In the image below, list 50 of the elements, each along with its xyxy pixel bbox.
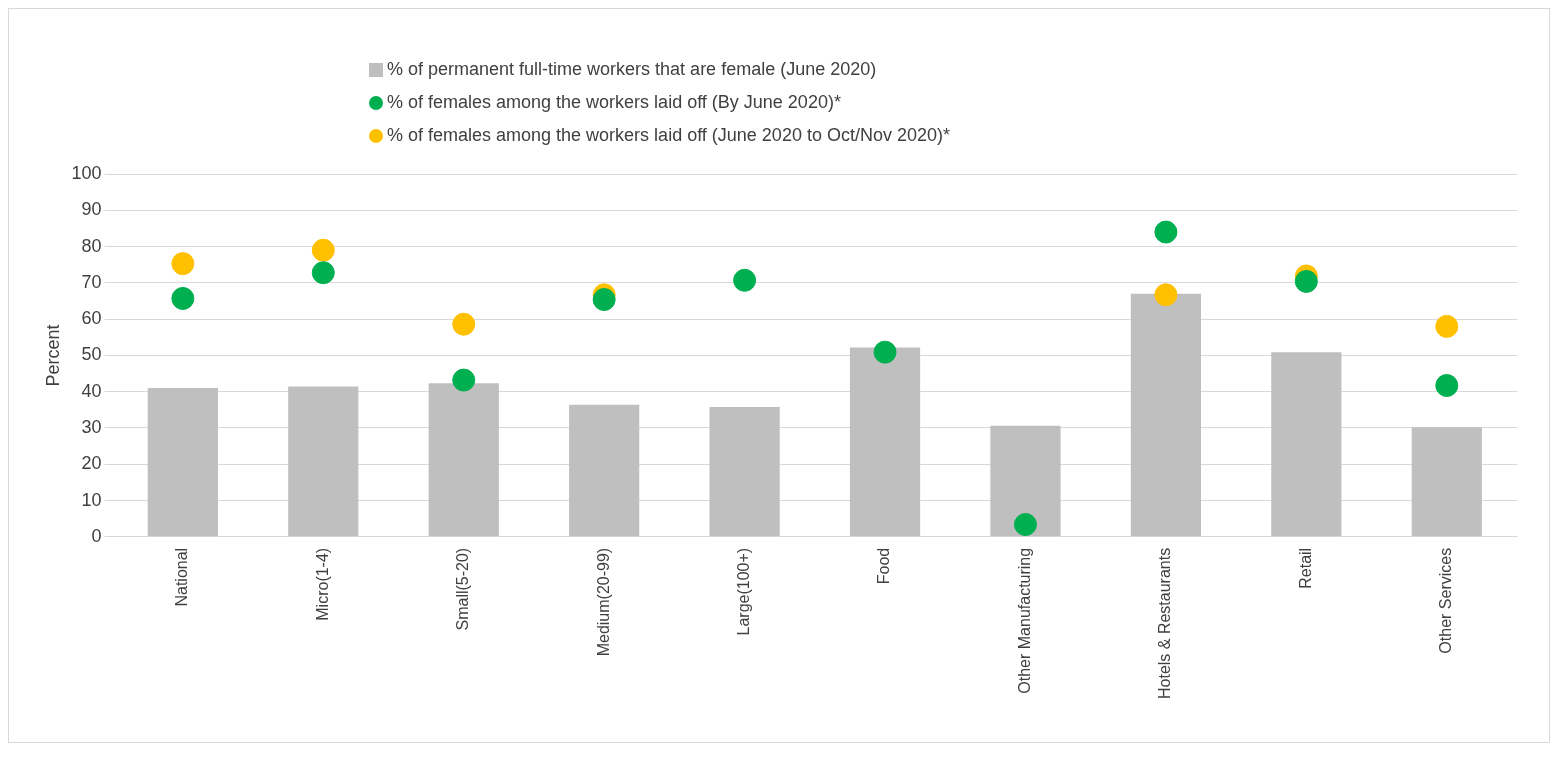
x-tick-label: Micro(1-4) bbox=[313, 547, 331, 621]
bar bbox=[147, 388, 218, 537]
point bbox=[452, 312, 476, 336]
x-tick-label: Food bbox=[875, 547, 893, 585]
y-tick-label: 90 bbox=[81, 199, 102, 220]
point bbox=[733, 268, 757, 292]
y-tick-label: 60 bbox=[81, 308, 102, 329]
y-tick-label: 80 bbox=[81, 235, 102, 256]
point bbox=[1013, 512, 1037, 536]
bar bbox=[569, 404, 640, 537]
point bbox=[171, 252, 195, 276]
bar bbox=[849, 347, 921, 537]
point bbox=[873, 340, 897, 364]
point bbox=[311, 261, 335, 285]
bar bbox=[709, 406, 780, 537]
x-tick-label: Medium(20-99) bbox=[594, 547, 612, 657]
x-tick-label: Other Manufacturing bbox=[1015, 547, 1033, 694]
bar bbox=[990, 425, 1061, 537]
x-tick-label: Small(5-20) bbox=[454, 547, 472, 631]
y-tick-label: 40 bbox=[81, 380, 102, 401]
y-tick-label: 70 bbox=[81, 271, 102, 292]
point bbox=[1435, 314, 1459, 338]
point bbox=[592, 288, 616, 312]
x-tick-label: National bbox=[173, 547, 191, 607]
bar bbox=[1130, 293, 1202, 537]
point bbox=[452, 368, 476, 392]
point bbox=[1435, 374, 1459, 398]
point bbox=[1154, 283, 1178, 307]
y-tick-label: 100 bbox=[71, 162, 102, 183]
x-tick-label: Retail bbox=[1296, 547, 1314, 589]
y-axis-title: Percent bbox=[42, 324, 63, 387]
legend-label: % of females among the workers laid off (By June 2020)* bbox=[387, 91, 841, 114]
y-tick-label: 0 bbox=[91, 525, 102, 546]
point bbox=[1154, 220, 1178, 244]
legend-label: % of permanent full-time workers that are female (June 2020) bbox=[387, 58, 877, 81]
bar bbox=[288, 386, 359, 537]
bar bbox=[1411, 427, 1482, 537]
x-tick-label: Other Services bbox=[1437, 547, 1455, 654]
y-tick-label: 30 bbox=[81, 416, 102, 437]
x-tick-label: Large(100+) bbox=[735, 547, 752, 636]
legend-label: % of females among the workers laid off (June 2020 to Oct/Nov 2020)* bbox=[387, 124, 950, 147]
bar bbox=[1271, 352, 1342, 537]
y-tick-label: 20 bbox=[81, 453, 102, 474]
y-tick-label: 50 bbox=[81, 344, 102, 365]
point bbox=[1294, 269, 1318, 293]
bar bbox=[428, 383, 499, 537]
point bbox=[171, 286, 195, 310]
x-tick-label: Hotels & Restaurants bbox=[1156, 547, 1174, 700]
y-tick-label: 10 bbox=[81, 489, 102, 510]
point bbox=[311, 238, 335, 262]
